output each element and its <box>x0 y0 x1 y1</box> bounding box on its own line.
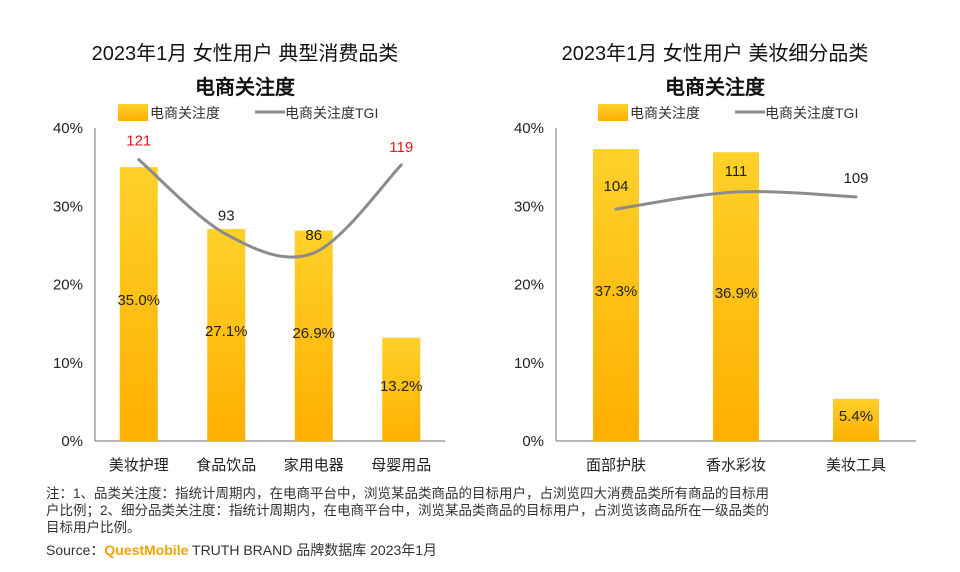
chart-1-subtitle: 电商关注度 <box>195 75 296 99</box>
chart-2-bar <box>713 152 759 441</box>
chart-1-bar-value-label: 35.0% <box>117 292 160 309</box>
chart-2-tgi-line <box>614 190 858 211</box>
footnote: 注：1、品类关注度：指统计周期内，在电商平台中，浏览某品类商品的目标用户，占浏览… <box>46 485 916 536</box>
chart-1-x-tick: 家用电器 <box>284 457 344 474</box>
chart-1-bar <box>207 228 246 441</box>
chart-1-bar-value-label: 27.1% <box>205 323 248 340</box>
chart-1-bar-value-label: 26.9% <box>292 325 335 342</box>
chart-1-legend-line-label: 电商关注度TGI <box>285 105 378 121</box>
chart-1-x-tick: 食品饮品 <box>196 457 256 474</box>
chart-2-tgi-value-label: 104 <box>603 178 628 195</box>
chart-2-y-tick: 20% <box>514 277 544 294</box>
chart-2-legend-bar-swatch <box>598 104 628 121</box>
chart-1-y-tick: 30% <box>53 198 83 215</box>
chart-1-tgi-line <box>137 158 403 259</box>
chart-1-y-tick: 10% <box>53 355 83 372</box>
chart-1-bar <box>294 230 333 441</box>
source-line: Source：QuestMobile TRUTH BRAND 品牌数据库 202… <box>46 540 437 560</box>
chart-1-x-tick: 美妆护理 <box>109 457 169 474</box>
chart-1-y-tick: 20% <box>53 277 83 294</box>
chart-1-bar <box>382 337 421 441</box>
chart-2-tgi-value-label: 111 <box>725 163 748 180</box>
chart-2-x-tick: 美妆工具 <box>826 457 886 474</box>
chart-1-title: 2023年1月 女性用户 典型消费品类 <box>92 42 399 65</box>
chart-2-bar-value-label: 5.4% <box>839 408 873 425</box>
chart-2-bar-value-label: 36.9% <box>715 285 758 302</box>
chart-1-bar <box>119 167 158 441</box>
chart-2-tgi-value-label: 109 <box>843 170 868 187</box>
chart-2-y-tick: 10% <box>514 355 544 372</box>
chart-2-legend-bar-label: 电商关注度 <box>630 105 700 121</box>
chart-2-y-tick: 0% <box>522 433 544 450</box>
chart-1-tgi-value-label: 119 <box>389 139 413 156</box>
chart-1-tgi-value-label: 93 <box>218 207 235 224</box>
source-prefix: Source： <box>46 542 105 558</box>
chart-1-legend: 电商关注度 电商关注度TGI <box>118 104 378 121</box>
chart-1-legend-bar-swatch <box>118 104 148 121</box>
chart-2-y-tick: 40% <box>514 120 544 137</box>
chart-2-x-tick: 面部护肤 <box>586 457 646 474</box>
chart-2-bar-value-label: 37.3% <box>595 283 638 300</box>
footnote-line-2: 户比例；2、细分品类关注度：指统计周期内，在电商平台中，浏览某品类商品的目标用户… <box>46 503 770 518</box>
chart-1-legend-bar-label: 电商关注度 <box>150 105 220 121</box>
source-brand: QuestMobile <box>104 542 189 558</box>
chart-2-bar <box>593 149 639 441</box>
chart-1-tgi-value-label: 121 <box>126 133 151 150</box>
chart-2-y-tick: 30% <box>514 198 544 215</box>
chart-2-bar <box>833 398 879 441</box>
footnote-line-3: 目标用户比例。 <box>46 520 141 535</box>
chart-1-y-tick: 0% <box>61 433 83 450</box>
chart-2-x-tick: 香水彩妆 <box>706 457 766 474</box>
chart-2-legend: 电商关注度 电商关注度TGI <box>598 104 858 121</box>
footnote-line-1: 注：1、品类关注度：指统计周期内，在电商平台中，浏览某品类商品的目标用户，占浏览… <box>46 486 770 501</box>
source-rest: TRUTH BRAND 品牌数据库 2023年1月 <box>188 542 438 558</box>
chart-2-legend-line-label: 电商关注度TGI <box>765 105 858 121</box>
chart-1-x-tick: 母婴用品 <box>371 457 431 474</box>
chart-1-y-tick: 40% <box>53 120 83 137</box>
chart-2-title: 2023年1月 女性用户 美妆细分品类 <box>562 42 869 65</box>
chart-1-tgi-value-label: 86 <box>305 227 322 244</box>
chart-2-subtitle: 电商关注度 <box>665 75 766 99</box>
chart-1-bar-value-label: 13.2% <box>380 378 423 395</box>
